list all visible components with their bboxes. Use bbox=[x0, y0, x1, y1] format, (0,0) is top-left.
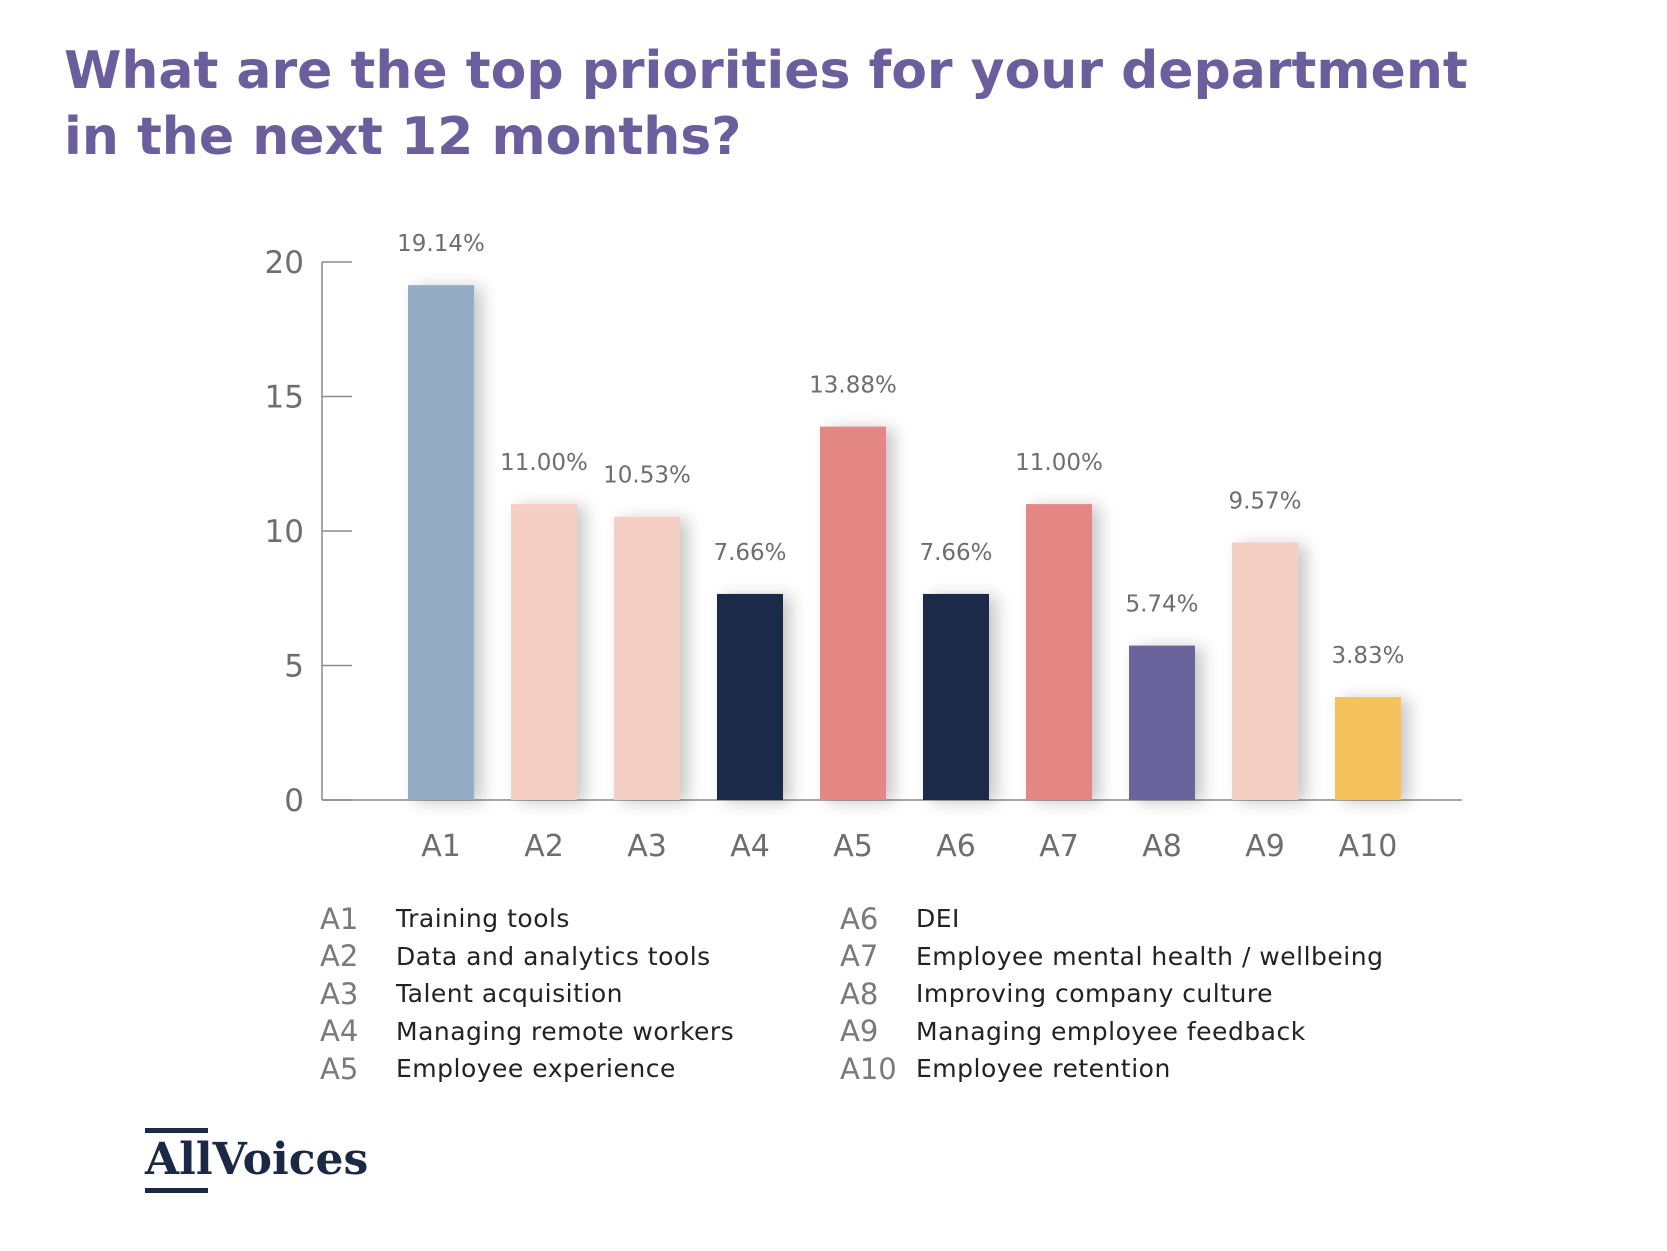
data-label-a3: 10.53% bbox=[603, 463, 691, 489]
legend-item-a6: A6 DEI bbox=[840, 900, 1383, 938]
legend-item-a3: A3 Talent acquisition bbox=[320, 975, 734, 1013]
legend-code: A1 bbox=[320, 901, 359, 936]
legend-code: A10 bbox=[840, 1051, 897, 1086]
bar-a6 bbox=[923, 593, 989, 800]
data-label-a2: 11.00% bbox=[500, 450, 588, 476]
legend-label: Employee experience bbox=[396, 1054, 676, 1084]
data-label-a1: 19.14% bbox=[397, 231, 485, 257]
legend-label: Talent acquisition bbox=[396, 979, 623, 1009]
legend-label: Managing employee feedback bbox=[916, 1016, 1306, 1046]
legend-code: A4 bbox=[320, 1014, 359, 1049]
y-tick-label: 15 bbox=[265, 380, 304, 416]
legend-label: Employee retention bbox=[916, 1054, 1171, 1084]
legend-label: Training tools bbox=[396, 904, 570, 934]
axes: 0 5 10 15 20 bbox=[265, 245, 1462, 819]
legend-item-a1: A1 Training tools bbox=[320, 900, 734, 938]
data-label-a10: 3.83% bbox=[1331, 643, 1404, 669]
legend-code: A6 bbox=[840, 901, 879, 936]
legend-code: A3 bbox=[320, 976, 359, 1011]
legend-label: DEI bbox=[916, 904, 960, 934]
y-tick-label: 5 bbox=[284, 649, 304, 685]
logo-bar-bottom bbox=[145, 1188, 208, 1193]
legend-item-a10: A10 Employee retention bbox=[840, 1050, 1383, 1088]
legend-label: Improving company culture bbox=[916, 979, 1273, 1009]
chart-title-line-2: in the next 12 months? bbox=[64, 107, 742, 167]
legend-code: A5 bbox=[320, 1051, 359, 1086]
legend-column-1: A1 Training tools A2 Data and analytics … bbox=[320, 900, 734, 1088]
data-label-a9: 9.57% bbox=[1228, 489, 1301, 515]
bars bbox=[408, 285, 1401, 800]
legend-code: A8 bbox=[840, 976, 879, 1011]
data-label-a5: 13.88% bbox=[809, 373, 897, 399]
legend-code: A2 bbox=[320, 939, 359, 974]
legend-item-a5: A5 Employee experience bbox=[320, 1050, 734, 1088]
x-tick-label-a9: A9 bbox=[1245, 829, 1285, 864]
x-tick-label-a8: A8 bbox=[1142, 829, 1182, 864]
legend-item-a9: A9 Managing employee feedback bbox=[840, 1013, 1383, 1051]
y-tick-label: 0 bbox=[284, 783, 304, 819]
bar-a2 bbox=[511, 504, 577, 800]
bar-chart: 0 5 10 15 20 19.14% A1 11.00% A2 10.53% A3 7.66% A4… bbox=[265, 231, 1462, 864]
y-tick-label: 10 bbox=[265, 514, 304, 550]
bar-a7 bbox=[1026, 504, 1092, 800]
legend-item-a4: A4 Managing remote workers bbox=[320, 1013, 734, 1051]
x-tick-label-a6: A6 bbox=[936, 829, 976, 864]
data-labels: 19.14% A1 11.00% A2 10.53% A3 7.66% A4 13.88% A5 7… bbox=[397, 231, 1404, 864]
bar-a4 bbox=[717, 593, 783, 800]
legend-label: Managing remote workers bbox=[396, 1016, 735, 1046]
x-tick-label-a4: A4 bbox=[730, 829, 770, 864]
bar-a5 bbox=[820, 426, 886, 800]
chart-title: What are the top priorities for your dep… bbox=[64, 38, 1524, 170]
legend-item-a2: A2 Data and analytics tools bbox=[320, 938, 734, 976]
legend-code: A9 bbox=[840, 1014, 879, 1049]
data-label-a4: 7.66% bbox=[713, 540, 786, 566]
legend-label: Data and analytics tools bbox=[396, 941, 711, 971]
data-label-a7: 11.00% bbox=[1015, 450, 1103, 476]
x-tick-label-a3: A3 bbox=[627, 829, 667, 864]
bar-a10 bbox=[1335, 696, 1401, 800]
legend-item-a8: A8 Improving company culture bbox=[840, 975, 1383, 1013]
legend-column-2: A6 DEI A7 Employee mental health / wellb… bbox=[840, 900, 1383, 1088]
x-tick-label-a1: A1 bbox=[421, 829, 461, 864]
legend-label: Employee mental health / wellbeing bbox=[916, 941, 1384, 971]
data-label-a6: 7.66% bbox=[919, 540, 992, 566]
data-label-a8: 5.74% bbox=[1125, 592, 1198, 618]
x-tick-label-a7: A7 bbox=[1039, 829, 1079, 864]
x-tick-label-a5: A5 bbox=[833, 829, 873, 864]
bar-a3 bbox=[614, 516, 680, 800]
bar-a9 bbox=[1232, 542, 1298, 800]
legend-item-a7: A7 Employee mental health / wellbeing bbox=[840, 938, 1383, 976]
chart-title-line-1: What are the top priorities for your dep… bbox=[64, 41, 1468, 101]
bar-a1 bbox=[408, 285, 474, 800]
legend-code: A7 bbox=[840, 939, 879, 974]
bar-a8 bbox=[1129, 645, 1195, 800]
y-tick-label: 20 bbox=[265, 245, 304, 281]
logo-wordmark: AllVoices bbox=[145, 1134, 369, 1185]
logo-bar-top bbox=[145, 1128, 208, 1133]
x-tick-label-a10: A10 bbox=[1339, 829, 1398, 864]
x-tick-label-a2: A2 bbox=[524, 829, 564, 864]
